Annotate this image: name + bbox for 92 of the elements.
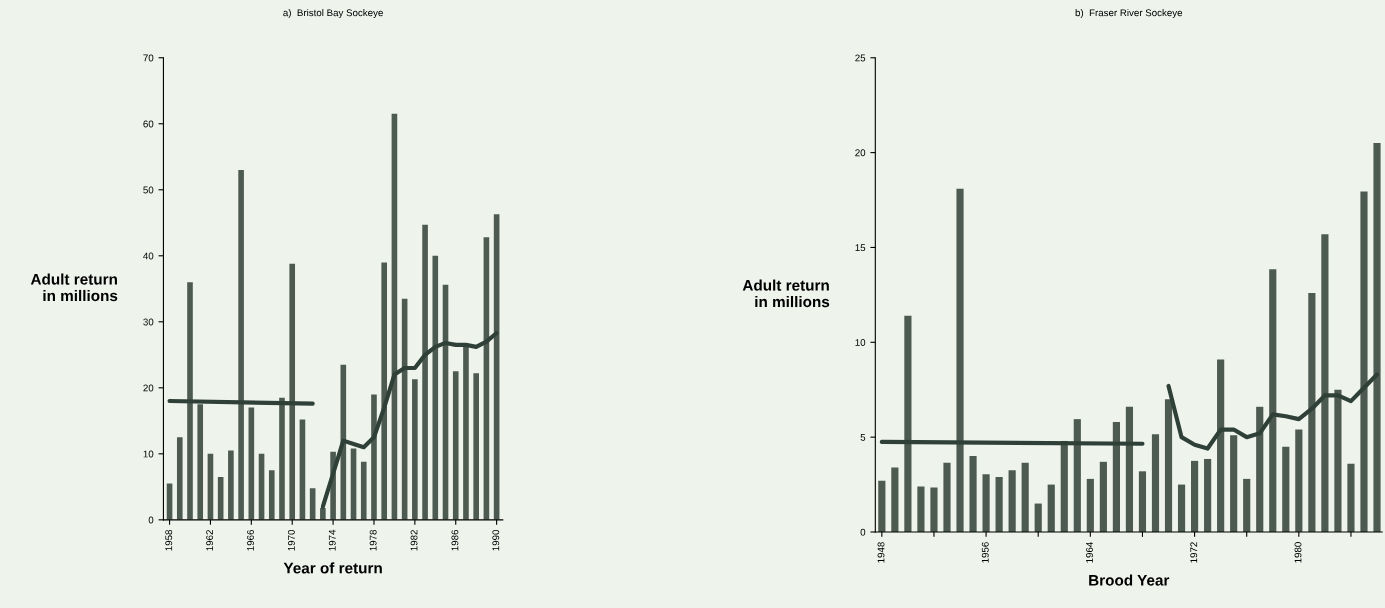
x-tick-label: 1958: [165, 529, 173, 551]
x-tick-label: 1986: [451, 529, 459, 551]
x-tick-label: 1990: [492, 529, 500, 551]
y-tick-label: 30: [143, 318, 154, 326]
chart-title: a) Bristol Bay Sockeye: [283, 9, 383, 19]
bar: [1373, 143, 1381, 532]
bar: [1034, 503, 1042, 532]
y-tick-label: 5: [860, 433, 866, 441]
y-tick-label: 15: [855, 244, 866, 252]
x-tick-label: 1972: [1190, 542, 1198, 563]
bar: [1047, 484, 1055, 532]
bar: [176, 437, 183, 520]
bar: [1164, 399, 1173, 532]
line-series: [1166, 372, 1380, 451]
y-tick-label: 0: [860, 528, 866, 536]
bar: [422, 224, 428, 520]
y-tick-label: 25: [855, 54, 866, 62]
line-series: [320, 330, 499, 509]
bar: [878, 480, 886, 532]
bar: [1112, 421, 1120, 532]
chart-title: b) Fraser River Sockeye: [1075, 9, 1183, 19]
x-tick-label: 1980: [1294, 542, 1302, 563]
bar: [1269, 269, 1277, 532]
y-axis-title: Adult return in millions: [742, 279, 830, 308]
bar: [969, 456, 977, 532]
bar: [1073, 419, 1081, 532]
bar: [1099, 461, 1107, 532]
bar: [943, 462, 951, 532]
bar: [1191, 460, 1199, 532]
x-axis-title: Brood Year: [1089, 574, 1170, 586]
bar: [268, 470, 275, 520]
x-tick-label: 1956: [981, 542, 989, 563]
y-axis-title: Adult return in millions: [30, 273, 118, 302]
bar: [463, 346, 469, 520]
x-tick-label: 1970: [287, 529, 295, 551]
y-tick-label: 60: [143, 120, 154, 128]
y-tick-label: 50: [143, 186, 154, 194]
x-tick-label: 1982: [410, 530, 418, 551]
bar: [1321, 234, 1329, 532]
bar: [1177, 484, 1186, 532]
bar: [473, 373, 479, 520]
x-tick-label: 1962: [206, 530, 214, 551]
bar: [956, 188, 964, 532]
bar: [904, 315, 912, 532]
bar: [1086, 478, 1094, 532]
bar: [995, 476, 1003, 532]
y-tick-label: 10: [855, 339, 866, 346]
x-tick-label: 1974: [328, 529, 336, 551]
bar: [432, 255, 439, 520]
y-tick-label: 70: [143, 54, 154, 62]
bar: [1308, 292, 1316, 532]
bar: [320, 507, 326, 520]
bar: [1360, 191, 1368, 532]
bar: [279, 397, 285, 520]
bar: [412, 379, 418, 520]
bar: [891, 467, 899, 532]
bar: [1204, 458, 1212, 532]
y-tick-label: 10: [143, 450, 154, 458]
bar: [452, 371, 459, 520]
bar: [1230, 435, 1238, 532]
bar: [917, 486, 925, 532]
x-tick-label: 1978: [369, 529, 377, 551]
bar: [1282, 446, 1290, 532]
bar: [1008, 470, 1016, 532]
bar: [1138, 471, 1147, 532]
y-tick-label: 40: [143, 252, 154, 260]
bar: [1151, 434, 1160, 532]
bar: [238, 169, 244, 520]
bar: [1021, 462, 1029, 532]
x-tick-label: 1966: [247, 529, 254, 551]
bar: [1217, 359, 1225, 532]
bar: [1256, 406, 1264, 532]
x-tick-label: 1948: [877, 542, 885, 563]
bar: [360, 461, 367, 520]
bar: [1243, 478, 1251, 532]
bar: [228, 450, 234, 520]
bar: [982, 474, 990, 532]
bar: [1334, 389, 1342, 532]
bar: [197, 404, 204, 520]
bar: [1125, 406, 1134, 532]
y-tick-label: 0: [148, 516, 154, 524]
bar: [289, 263, 296, 520]
x-tick-label: 1964: [1086, 542, 1093, 563]
bar: [1347, 463, 1355, 532]
bar: [187, 282, 193, 520]
bar: [1295, 429, 1303, 532]
bar: [381, 262, 388, 520]
y-tick-label: 20: [855, 149, 866, 157]
x-axis-title: Year of return: [283, 562, 382, 574]
bar: [930, 487, 938, 532]
bar: [371, 394, 377, 520]
y-tick-label: 20: [143, 384, 154, 392]
